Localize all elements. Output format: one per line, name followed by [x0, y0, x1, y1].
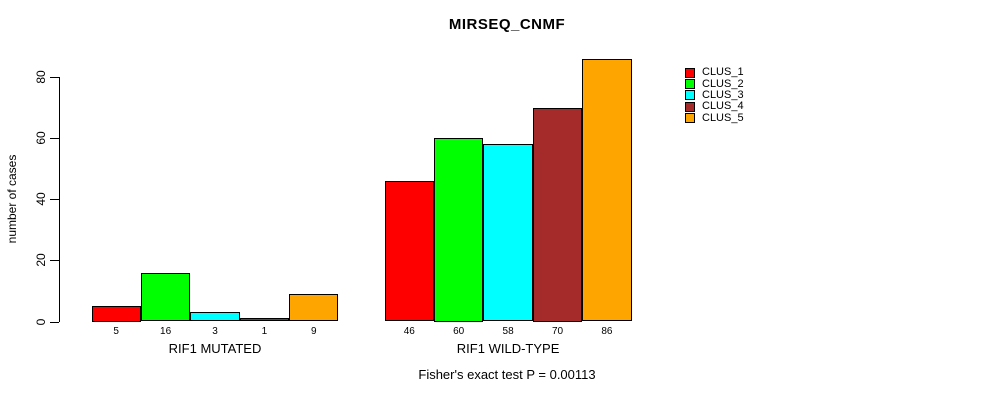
bar-clus_2-wildtype — [434, 138, 484, 322]
bar-value-label: 46 — [403, 326, 415, 337]
legend-label: CLUS_2 — [702, 77, 744, 90]
bar-value-label: 3 — [212, 326, 218, 337]
bar-value-label: 70 — [551, 326, 564, 337]
y-tick-mark — [50, 138, 59, 140]
y-tick-label: 60 — [34, 131, 48, 145]
y-axis-label: number of cases — [5, 154, 19, 244]
bar-value-label: 60 — [453, 326, 465, 337]
legend-label: CLUS_1 — [702, 66, 744, 79]
bar-clus_5-wildtype — [582, 58, 632, 322]
legend-item-clus_4: CLUS_4 — [685, 101, 744, 112]
legend-swatch-clus_5 — [685, 113, 695, 124]
y-tick-mark — [50, 199, 59, 201]
y-tick-label: 0 — [34, 318, 48, 325]
y-tick-label: 40 — [34, 192, 48, 206]
y-tick-mark — [50, 77, 59, 78]
legend-swatch-clus_1 — [685, 67, 695, 78]
bar-clus_4-mutated — [239, 318, 290, 322]
legend-item-clus_3: CLUS_3 — [685, 88, 744, 101]
legend-label: CLUS_3 — [702, 88, 744, 101]
bar-value-label: 86 — [601, 326, 613, 337]
legend-swatch-clus_2 — [685, 79, 695, 90]
legend-item-clus_2: CLUS_2 — [685, 77, 744, 90]
bar-value-label: 1 — [261, 326, 268, 337]
bar-clus_5-mutated — [289, 293, 339, 322]
stat-caption: Fisher's exact test P = 0.00113 — [418, 367, 596, 382]
bar-clus_3-mutated — [190, 312, 240, 322]
chart-title: MIRSEQ_CNMF — [448, 16, 566, 33]
y-tick-label: 20 — [34, 253, 48, 268]
y-axis-line — [59, 77, 60, 322]
bar-value-label: 58 — [502, 326, 514, 337]
legend-label: CLUS_5 — [702, 111, 744, 124]
bar-clus_3-wildtype — [483, 144, 533, 322]
bar-value-label: 9 — [311, 326, 317, 337]
y-tick-label: 80 — [34, 70, 48, 84]
legend-item-clus_1: CLUS_1 — [685, 67, 744, 78]
bar-clus_1-wildtype — [384, 180, 434, 322]
bar-value-label: 5 — [113, 326, 119, 337]
group-label-mutated: RIF1 MUTATED — [168, 341, 262, 356]
bar-clus_2-mutated — [140, 272, 191, 322]
y-tick-mark — [50, 260, 59, 262]
legend-swatch-clus_4 — [685, 101, 695, 112]
legend-label: CLUS_4 — [702, 100, 744, 113]
legend-item-clus_5: CLUS_5 — [685, 111, 744, 124]
bar-clus_1-mutated — [91, 306, 141, 322]
y-tick-mark — [50, 321, 59, 323]
legend-swatch-clus_3 — [685, 90, 695, 101]
bar-clus_4-wildtype — [532, 107, 583, 322]
group-label-wildtype: RIF1 WILD-TYPE — [456, 341, 560, 356]
legend: CLUS_1 CLUS_2 CLUS_3 CLUS_4 CLUS_5 — [685, 67, 744, 124]
bar-value-label: 16 — [160, 326, 172, 337]
